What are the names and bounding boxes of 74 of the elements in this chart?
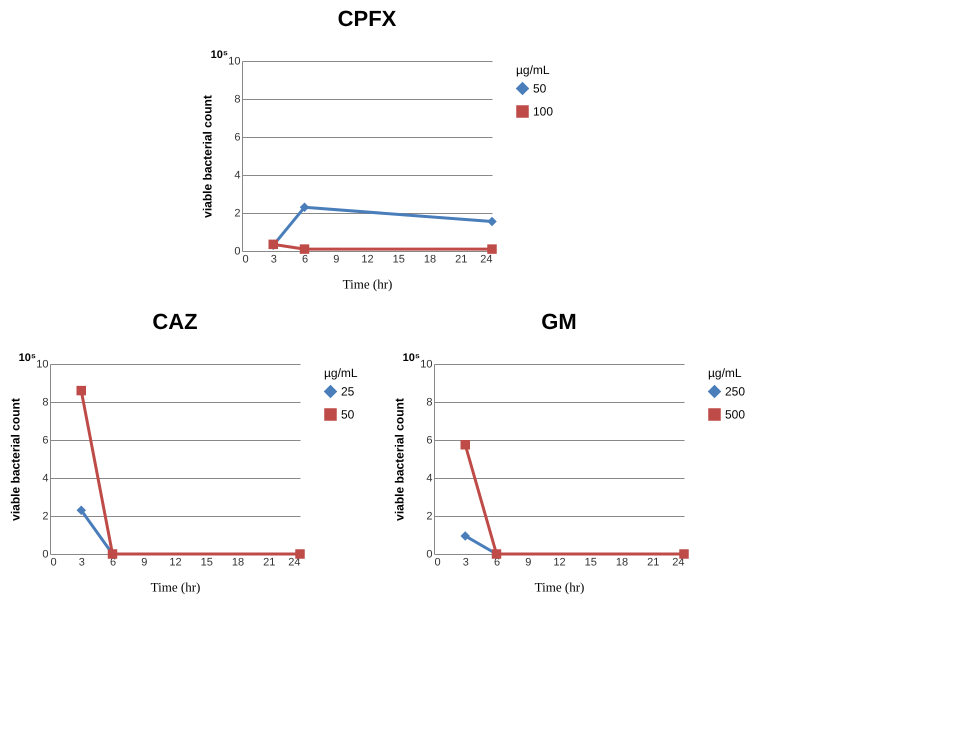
- x-tick-label: 18: [424, 254, 436, 266]
- point: [295, 549, 305, 559]
- text: 10⁵: [210, 49, 228, 61]
- y-tick-label: 2: [234, 208, 240, 220]
- x-tick-label: 15: [200, 556, 213, 568]
- x-tick-label: 9: [141, 556, 148, 568]
- y-tick-label: 6: [42, 434, 48, 446]
- point: [460, 440, 470, 450]
- y-tick-label: 6: [426, 434, 432, 446]
- x-tick-label: 21: [263, 556, 276, 568]
- legend-label: 250: [725, 384, 746, 398]
- x-tick-label: 3: [462, 556, 469, 568]
- point: [460, 531, 470, 541]
- x-tick-label: 3: [78, 556, 85, 568]
- x-axis-title: Time (hr): [342, 276, 392, 292]
- legend-label: 50: [341, 408, 355, 422]
- x-tick-label: 6: [302, 254, 308, 266]
- point: [487, 244, 497, 254]
- point: [300, 244, 310, 254]
- y-tick-label: 4: [426, 472, 432, 484]
- point: [300, 202, 310, 212]
- text: 10⁵: [402, 352, 420, 364]
- legend-title: µg/mL: [324, 366, 358, 380]
- x-tick-label: 15: [392, 254, 405, 266]
- x-tick-label: 24: [672, 556, 684, 568]
- point: [679, 549, 689, 559]
- y-tick-label: 0: [426, 548, 432, 560]
- x-axis-title: Time (hr): [534, 580, 584, 594]
- y-tick-label: 8: [234, 94, 240, 106]
- y-tick-label: 10: [420, 358, 432, 370]
- x-tick-label: 0: [242, 254, 249, 266]
- legend-title: µg/mL: [708, 366, 742, 380]
- y-tick-label: 0: [42, 548, 48, 560]
- x-axis-title: Time (hr): [150, 580, 200, 594]
- y-tick-label: 2: [426, 510, 432, 522]
- legend-label: 500: [725, 408, 746, 422]
- x-tick-label: 12: [553, 556, 566, 568]
- y-axis-title: viable bacterial count: [200, 95, 214, 218]
- y-tick-label: 6: [234, 132, 240, 144]
- legend-label: 50: [533, 82, 547, 96]
- x-tick-label: 24: [288, 556, 300, 568]
- chart-title: GM: [541, 309, 577, 334]
- text: 10⁵: [18, 352, 36, 364]
- y-tick-label: 4: [42, 472, 48, 484]
- legend-label: 100: [533, 104, 554, 118]
- x-tick-label: 3: [270, 254, 277, 266]
- y-tick-label: 10: [228, 56, 240, 68]
- point: [487, 216, 497, 226]
- x-tick-label: 24: [480, 254, 492, 266]
- x-tick-label: 15: [584, 556, 597, 568]
- y-axis-title: viable bacterial count: [8, 398, 22, 521]
- y-tick-label: 0: [234, 246, 240, 258]
- x-tick-label: 12: [169, 556, 182, 568]
- x-tick-label: 9: [333, 254, 340, 266]
- x-tick-label: 12: [361, 254, 374, 266]
- x-tick-label: 9: [525, 556, 532, 568]
- y-axis-title: viable bacterial count: [392, 398, 406, 521]
- y-tick-label: 10: [36, 358, 48, 370]
- chart-title: CPFX: [338, 6, 397, 31]
- y-tick-label: 4: [234, 170, 240, 182]
- x-tick-label: 0: [50, 556, 57, 568]
- legend-title: µg/mL: [516, 63, 550, 77]
- x-tick-label: 21: [647, 556, 660, 568]
- point: [76, 506, 86, 516]
- y-tick-label: 8: [42, 396, 48, 408]
- y-tick-label: 2: [42, 510, 48, 522]
- x-tick-label: 21: [455, 254, 468, 266]
- x-tick-label: 18: [616, 556, 628, 568]
- legend-label: 25: [341, 384, 355, 398]
- chart-title: CAZ: [152, 309, 198, 334]
- point: [76, 386, 86, 396]
- y-tick-label: 8: [426, 396, 432, 408]
- x-tick-label: 18: [232, 556, 244, 568]
- x-tick-label: 0: [434, 556, 441, 568]
